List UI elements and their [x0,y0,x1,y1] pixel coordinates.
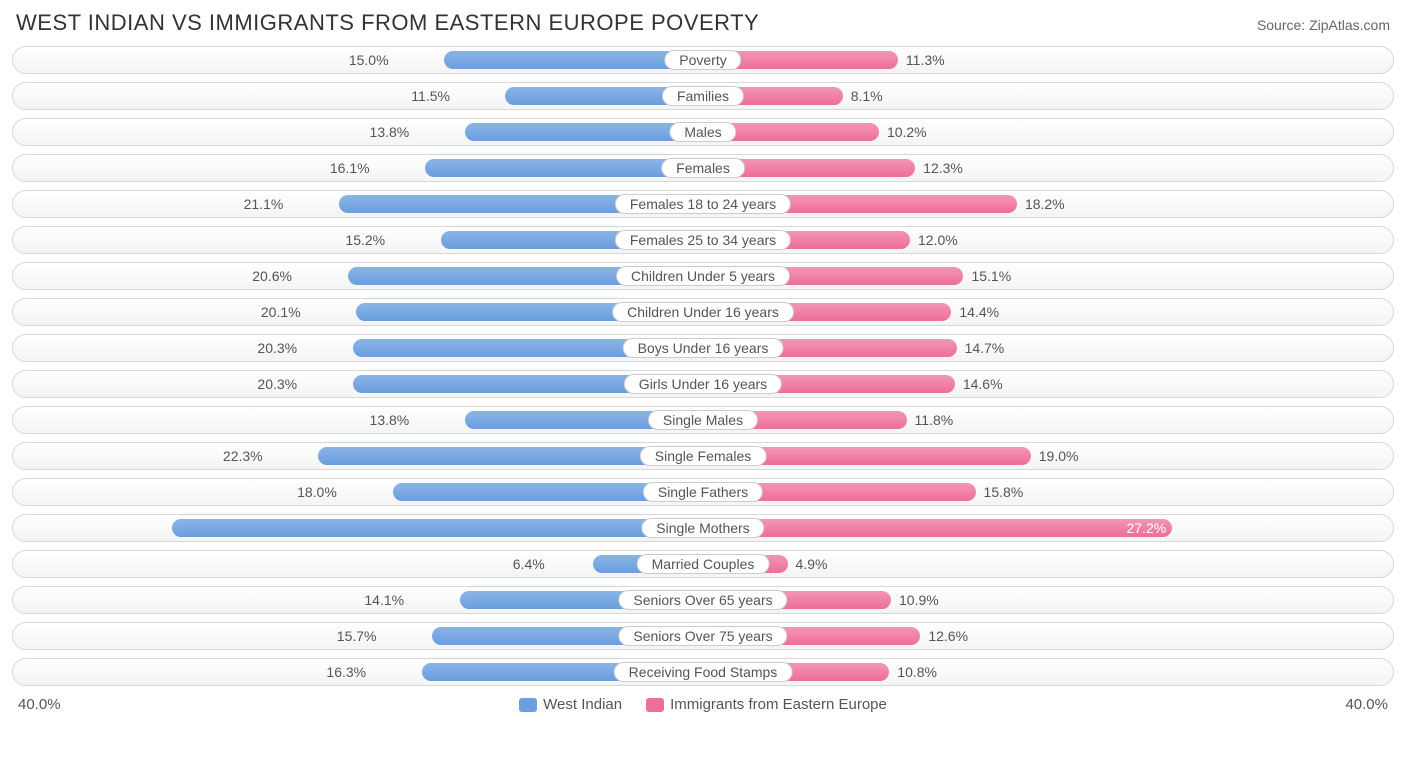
chart-row: 16.1% 12.3% Females [12,154,1394,182]
value-label-right: 14.4% [951,299,999,325]
value-label-right: 18.2% [1017,191,1065,217]
legend-label-left: West Indian [543,696,622,713]
chart-area: 15.0%11.3%Poverty11.5%8.1%Families13.8%1… [12,46,1394,686]
value-label-left: 21.1% [244,191,292,217]
value-label-right: 15.8% [976,479,1024,505]
chart-row: 20.1% 14.4% Children Under 16 years [12,298,1394,326]
value-label-right: 4.9% [788,551,828,577]
chart-title: WEST INDIAN VS IMMIGRANTS FROM EASTERN E… [16,10,759,36]
chart-row: 15.0% 11.3% Poverty [12,46,1394,74]
category-pill: Children Under 16 years [612,302,794,322]
chart-footer: 40.0% West Indian Immigrants from Easter… [12,694,1394,713]
category-pill: Seniors Over 65 years [618,590,787,610]
value-label-left: 20.3% [257,371,305,397]
category-pill: Boys Under 16 years [623,338,784,358]
value-label-right: 11.8% [907,407,954,433]
category-pill: Children Under 5 years [616,266,790,286]
value-label-right: 27.2% [1126,519,1166,537]
value-label-left: 20.3% [257,335,305,361]
category-pill: Seniors Over 75 years [618,626,787,646]
chart-row: 21.1% 18.2% Females 18 to 24 years [12,190,1394,218]
bar-left: 30.8% [172,519,703,537]
legend-item-right: Immigrants from Eastern Europe [646,696,887,713]
category-pill: Single Mothers [641,518,764,538]
legend-swatch-left [519,698,537,712]
legend-item-left: West Indian [519,696,622,713]
legend-swatch-right [646,698,664,712]
bar-left [465,123,703,141]
chart-row: 16.3% 10.8% Receiving Food Stamps [12,658,1394,686]
value-label-right: 15.1% [963,263,1011,289]
chart-row: 13.8% 10.2% Males [12,118,1394,146]
chart-row: 22.3% 19.0% Single Females [12,442,1394,470]
category-pill: Single Males [648,410,758,430]
value-label-left: 15.2% [345,227,393,253]
category-pill: Single Fathers [643,482,763,502]
value-label-right: 12.6% [920,623,968,649]
category-pill: Girls Under 16 years [624,374,782,394]
axis-max-left: 40.0% [18,696,61,713]
chart-row: 18.0% 15.8% Single Fathers [12,478,1394,506]
category-pill: Receiving Food Stamps [614,662,793,682]
category-pill: Females 18 to 24 years [615,194,791,214]
category-pill: Poverty [664,50,741,70]
value-label-right: 10.2% [879,119,927,145]
axis-max-right: 40.0% [1345,696,1388,713]
chart-row: 14.1% 10.9% Seniors Over 65 years [12,586,1394,614]
category-pill: Males [669,122,736,142]
value-label-right: 14.7% [957,335,1005,361]
value-label-right: 12.3% [915,155,963,181]
bar-right: 27.2% [703,519,1172,537]
value-label-right: 19.0% [1031,443,1079,469]
category-pill: Single Females [640,446,767,466]
chart-row: 11.5% 8.1% Families [12,82,1394,110]
value-label-left: 13.8% [370,407,418,433]
value-label-left: 15.7% [337,623,385,649]
value-label-left: 20.1% [261,299,309,325]
value-label-left: 22.3% [223,443,271,469]
category-pill: Married Couples [637,554,770,574]
value-label-left: 14.1% [364,587,412,613]
legend-label-right: Immigrants from Eastern Europe [670,696,887,713]
category-pill: Females 25 to 34 years [615,230,791,250]
legend: West Indian Immigrants from Eastern Euro… [519,696,887,713]
category-pill: Families [662,86,744,106]
chart-row: 15.7% 12.6% Seniors Over 75 years [12,622,1394,650]
value-label-right: 8.1% [843,83,883,109]
chart-row: 20.3% 14.7% Boys Under 16 years [12,334,1394,362]
value-label-left: 18.0% [297,479,345,505]
value-label-left: 13.8% [370,119,418,145]
value-label-left: 16.3% [326,659,374,685]
value-label-left: 15.0% [349,47,397,73]
value-label-right: 12.0% [910,227,958,253]
value-label-right: 10.8% [889,659,937,685]
value-label-right: 10.9% [891,587,939,613]
chart-row: 15.2% 12.0% Females 25 to 34 years [12,226,1394,254]
value-label-left: 16.1% [330,155,378,181]
value-label-left: 11.5% [411,83,458,109]
chart-row: 6.4% 4.9% Married Couples [12,550,1394,578]
chart-header: WEST INDIAN VS IMMIGRANTS FROM EASTERN E… [12,10,1394,36]
value-label-right: 11.3% [898,47,945,73]
chart-row: 20.3% 14.6% Girls Under 16 years [12,370,1394,398]
value-label-left: 6.4% [513,551,553,577]
chart-source: Source: ZipAtlas.com [1257,17,1390,33]
chart-row: 20.6% 15.1% Children Under 5 years [12,262,1394,290]
chart-row: 13.8% 11.8% Single Males [12,406,1394,434]
category-pill: Females [661,158,745,178]
value-label-right: 14.6% [955,371,1003,397]
value-label-left: 20.6% [252,263,300,289]
chart-row: 30.8% 27.2% Single Mothers [12,514,1394,542]
